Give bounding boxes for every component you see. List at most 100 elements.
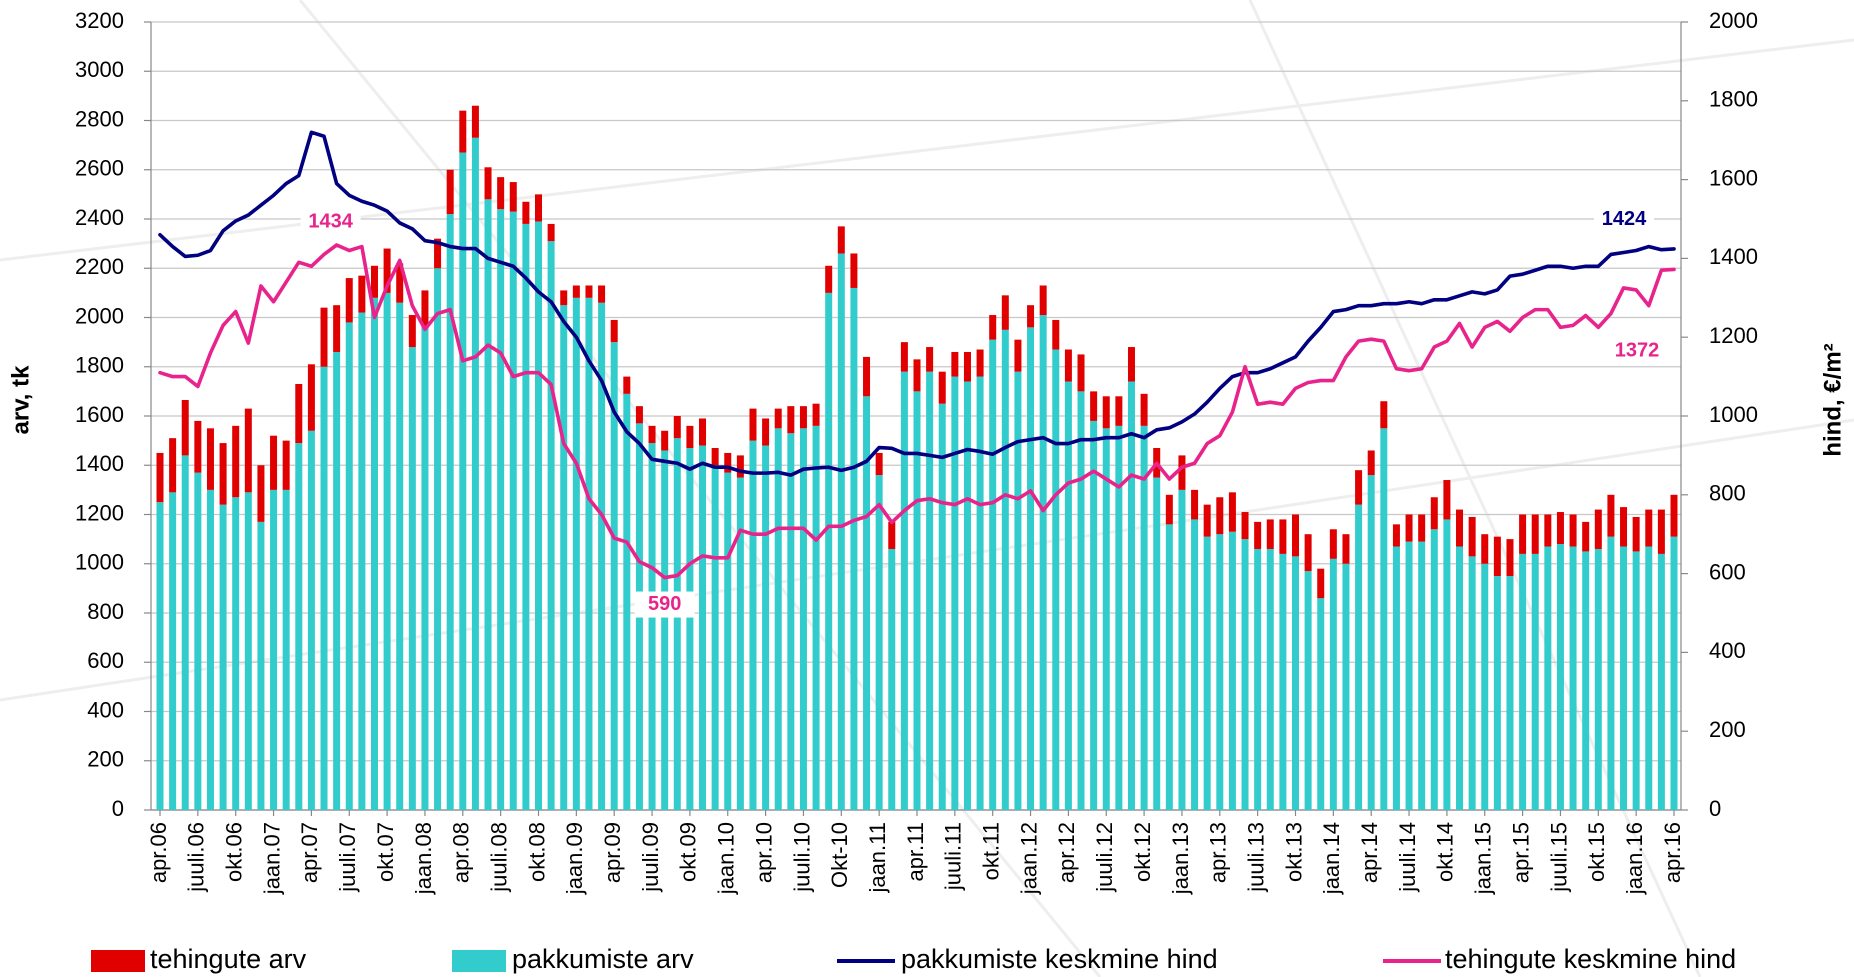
x-tick-label: juuli.07 — [335, 822, 360, 893]
bar-segment — [699, 418, 707, 446]
bar-segment — [661, 430, 669, 451]
bar-segment — [156, 452, 164, 503]
bar-segment — [711, 465, 719, 810]
y-tick-label: 2600 — [75, 156, 124, 181]
y-tick-label: 800 — [87, 599, 124, 624]
bar-segment — [1468, 556, 1476, 810]
y2-tick-label: 0 — [1709, 796, 1721, 821]
bar-segment — [623, 393, 631, 810]
bar-segment — [1594, 548, 1602, 810]
bar-segment — [1519, 553, 1527, 810]
bar-segment — [1531, 514, 1539, 554]
bar-segment — [484, 167, 492, 200]
bar-segment — [635, 406, 643, 424]
x-tick-label: juuli.08 — [486, 822, 511, 893]
bar-segment — [1090, 420, 1098, 810]
bar-segment — [1228, 531, 1236, 810]
y2-axis-title: hind, €/m² — [1819, 343, 1846, 456]
bar-segment — [1165, 524, 1173, 810]
bar-segment — [850, 253, 858, 288]
bar-segment — [421, 327, 429, 810]
x-tick-label: okt.11 — [979, 822, 1004, 880]
bar-segment — [232, 497, 240, 810]
bar-segment — [1027, 305, 1035, 328]
y-tick-label: 3200 — [75, 8, 124, 33]
bar-segment — [1266, 548, 1274, 810]
y2-tick-label: 2000 — [1709, 8, 1758, 33]
bar-segment — [787, 433, 795, 810]
bar-segment — [370, 265, 378, 298]
bar-segment — [1544, 514, 1552, 547]
bar-segment — [888, 548, 896, 810]
x-tick-label: apr.07 — [297, 822, 322, 883]
bar-segment — [1127, 347, 1135, 382]
bar-segment — [825, 292, 833, 810]
bar-segment — [434, 238, 442, 269]
bar-segment — [1178, 455, 1186, 490]
legend-label: tehingute keskmine hind — [1445, 944, 1736, 974]
bar-segment — [1418, 514, 1426, 542]
bar-segment — [1569, 546, 1577, 810]
bar-segment — [345, 278, 353, 323]
bar-segment — [963, 351, 971, 382]
bar-segment — [1292, 514, 1299, 557]
bar-segment — [1178, 489, 1186, 810]
data-label-bg — [1607, 338, 1667, 365]
bar-segment — [560, 305, 568, 810]
bar-segment — [270, 435, 278, 490]
bar-segment — [1506, 539, 1514, 577]
y-tick-label: 2400 — [75, 205, 124, 230]
bar-segment — [1165, 494, 1173, 525]
bar-segment — [1506, 576, 1514, 810]
bar-segment — [623, 376, 631, 394]
bar-segment — [724, 452, 732, 473]
bar-segment — [1380, 428, 1388, 810]
bar-segment — [951, 376, 959, 810]
data-label: 1434 — [308, 210, 353, 232]
bg-stripe — [1248, 0, 1702, 977]
bar-segment — [1329, 529, 1337, 559]
bar-segment — [295, 383, 303, 444]
bar-segment — [1531, 553, 1539, 810]
data-label-bg — [634, 591, 695, 618]
y-tick-label: 0 — [112, 796, 124, 821]
bar-segment — [396, 302, 404, 810]
bar-segment — [572, 285, 580, 298]
bar-segment — [244, 492, 252, 810]
y2-tick-label: 400 — [1709, 638, 1746, 663]
bar-segment — [1456, 546, 1464, 810]
y-tick-label: 2800 — [75, 106, 124, 131]
bar-segment — [1355, 470, 1363, 505]
bar-segment — [1127, 381, 1135, 810]
bar-segment — [383, 248, 391, 293]
y-tick-label: 1800 — [75, 353, 124, 378]
bar-segment — [333, 351, 341, 810]
bar-segment — [1582, 551, 1590, 810]
bar-segment — [1317, 598, 1325, 810]
y2-tick-label: 1000 — [1709, 402, 1758, 427]
bar-segment — [358, 275, 366, 313]
bar-segment — [1064, 381, 1072, 810]
y-tick-label: 1200 — [75, 500, 124, 525]
bar-segment — [762, 445, 770, 810]
x-tick-label: apr.09 — [600, 822, 625, 883]
bar-segment — [1014, 371, 1022, 810]
bar-segment — [1632, 551, 1640, 810]
bar-segment — [1405, 514, 1413, 542]
bar-segment — [863, 396, 871, 810]
bar-segment — [610, 319, 618, 343]
bar-segment — [522, 201, 530, 224]
bar-segment — [484, 199, 492, 811]
bar-segment — [1355, 504, 1363, 810]
bar-segment — [408, 347, 416, 810]
x-tick-label: juuli.10 — [789, 822, 814, 893]
bar-segment — [963, 381, 971, 810]
bar-segment — [1342, 563, 1350, 810]
bar-segment — [194, 472, 202, 810]
bar-segment — [434, 268, 442, 810]
y2-tick-label: 1200 — [1709, 323, 1758, 348]
bar-segment — [900, 342, 908, 372]
x-tick-label: jaan.15 — [1471, 822, 1496, 895]
bar-segment — [1657, 553, 1665, 810]
bar-segment — [976, 376, 984, 810]
